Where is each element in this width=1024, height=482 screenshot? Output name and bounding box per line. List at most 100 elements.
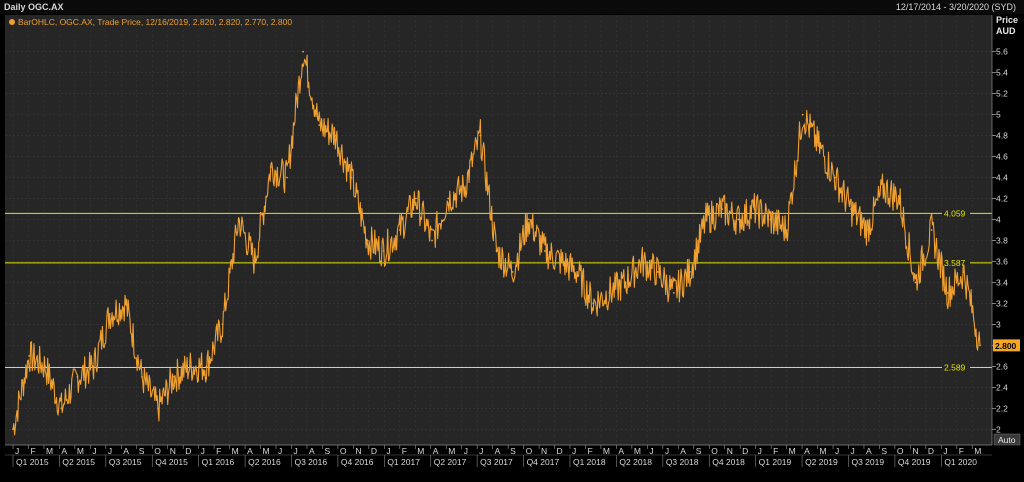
x-month-label: M xyxy=(232,446,239,456)
x-month-label: M xyxy=(417,446,424,456)
y-tick-label: 2.4 xyxy=(996,382,1008,392)
price-point xyxy=(318,124,321,127)
y-tick-label: 5.2 xyxy=(996,89,1008,99)
x-quarter-label: Q4 2016 xyxy=(341,457,374,467)
y-tick-label: 3.6 xyxy=(996,256,1008,266)
x-month-label: F xyxy=(30,446,35,456)
price-point xyxy=(511,271,514,273)
x-month-label: F xyxy=(773,446,778,456)
y-tick-label: 5.6 xyxy=(996,47,1008,57)
x-month-label: A xyxy=(247,446,253,456)
x-month-label: M xyxy=(603,446,610,456)
x-month-label: J xyxy=(850,446,854,456)
price-point xyxy=(76,375,79,378)
price-point xyxy=(640,260,643,263)
y-tick-label: 4.4 xyxy=(996,173,1008,183)
y-tick-label: 4 xyxy=(996,215,1001,225)
price-point xyxy=(157,407,159,410)
price-point xyxy=(463,187,466,189)
y-tick-label: 2.6 xyxy=(996,361,1008,371)
x-month-label: F xyxy=(959,446,964,456)
last-price-label: 2.800 xyxy=(995,341,1017,351)
reference-label-bg xyxy=(942,361,970,373)
x-month-label: N xyxy=(170,446,176,456)
price-point xyxy=(527,218,530,221)
price-point xyxy=(431,239,433,242)
price-point xyxy=(366,239,369,242)
price-point xyxy=(592,302,595,305)
x-quarter-label: Q1 2015 xyxy=(16,457,49,467)
x-quarter-label: Q2 2016 xyxy=(248,457,281,467)
price-point xyxy=(834,176,836,179)
x-month-label: A xyxy=(680,446,686,456)
reference-line-label: 2.589 xyxy=(944,362,966,372)
price-point xyxy=(350,176,353,179)
price-point xyxy=(962,271,965,273)
price-point xyxy=(769,218,772,221)
x-month-label: A xyxy=(433,446,439,456)
x-quarter-label: Q2 2017 xyxy=(434,457,467,467)
price-point xyxy=(543,250,546,252)
x-month-label: J xyxy=(92,446,96,456)
y-tick-label: 3.2 xyxy=(996,298,1008,308)
price-point xyxy=(866,229,869,231)
x-quarter-label: Q3 2018 xyxy=(666,457,699,467)
x-quarter-label: Q4 2015 xyxy=(155,457,188,467)
price-point xyxy=(495,250,498,252)
price-point xyxy=(914,281,917,284)
y-tick-label: 4.6 xyxy=(996,152,1008,162)
price-point xyxy=(850,208,852,210)
price-point xyxy=(576,271,578,273)
x-month-label: D xyxy=(185,446,191,456)
price-point xyxy=(253,260,256,263)
x-month-label: J xyxy=(835,446,839,456)
x-month-label: M xyxy=(820,446,827,456)
x-month-label: O xyxy=(154,446,161,456)
price-point xyxy=(398,229,401,231)
price-point xyxy=(447,197,450,200)
last-price-badge xyxy=(993,339,1020,352)
x-quarter-label: Q2 2015 xyxy=(62,457,95,467)
legend-bar-icon xyxy=(9,19,15,25)
price-point xyxy=(705,218,707,221)
x-month-label: J xyxy=(201,446,205,456)
price-series-line[interactable] xyxy=(12,54,981,436)
x-month-label: S xyxy=(881,446,887,456)
currency-axis-label: AUD xyxy=(996,26,1016,36)
title-bar: Daily OGC.AX 12/17/2014 - 3/20/2020 (SYD… xyxy=(0,0,1024,14)
x-month-label: J xyxy=(108,446,112,456)
x-month-label: A xyxy=(495,446,501,456)
x-axis-band xyxy=(0,446,1024,482)
x-month-label: M xyxy=(448,446,455,456)
x-quarter-label: Q1 2019 xyxy=(759,457,792,467)
auto-scale-button[interactable] xyxy=(993,433,1021,446)
auto-scale-label: Auto xyxy=(998,435,1016,445)
x-month-label: J xyxy=(649,446,653,456)
x-quarter-label: Q2 2019 xyxy=(805,457,838,467)
y-tick-label: 5.4 xyxy=(996,68,1008,78)
x-month-label: A xyxy=(123,446,129,456)
x-month-label: M xyxy=(77,446,84,456)
price-point xyxy=(221,323,224,326)
price-axis-label: Price xyxy=(996,15,1018,25)
x-month-label: S xyxy=(324,446,330,456)
y-tick-label: 5 xyxy=(996,110,1001,120)
price-point xyxy=(479,134,482,137)
price-point xyxy=(785,229,788,231)
price-point xyxy=(205,365,208,368)
price-point xyxy=(979,344,981,347)
x-quarter-label: Q2 2018 xyxy=(619,457,652,467)
x-month-label: J xyxy=(464,446,468,456)
price-point xyxy=(721,208,724,210)
x-month-label: N xyxy=(355,446,361,456)
reference-line-label: 4.059 xyxy=(944,208,966,218)
grid xyxy=(5,15,992,445)
reference-line-label: 3.587 xyxy=(944,258,966,268)
x-month-label: J xyxy=(943,446,947,456)
price-point xyxy=(672,292,675,294)
x-month-label: S xyxy=(510,446,516,456)
price-point xyxy=(60,407,63,410)
x-month-label: M xyxy=(789,446,796,456)
reference-label-bg xyxy=(942,207,970,219)
